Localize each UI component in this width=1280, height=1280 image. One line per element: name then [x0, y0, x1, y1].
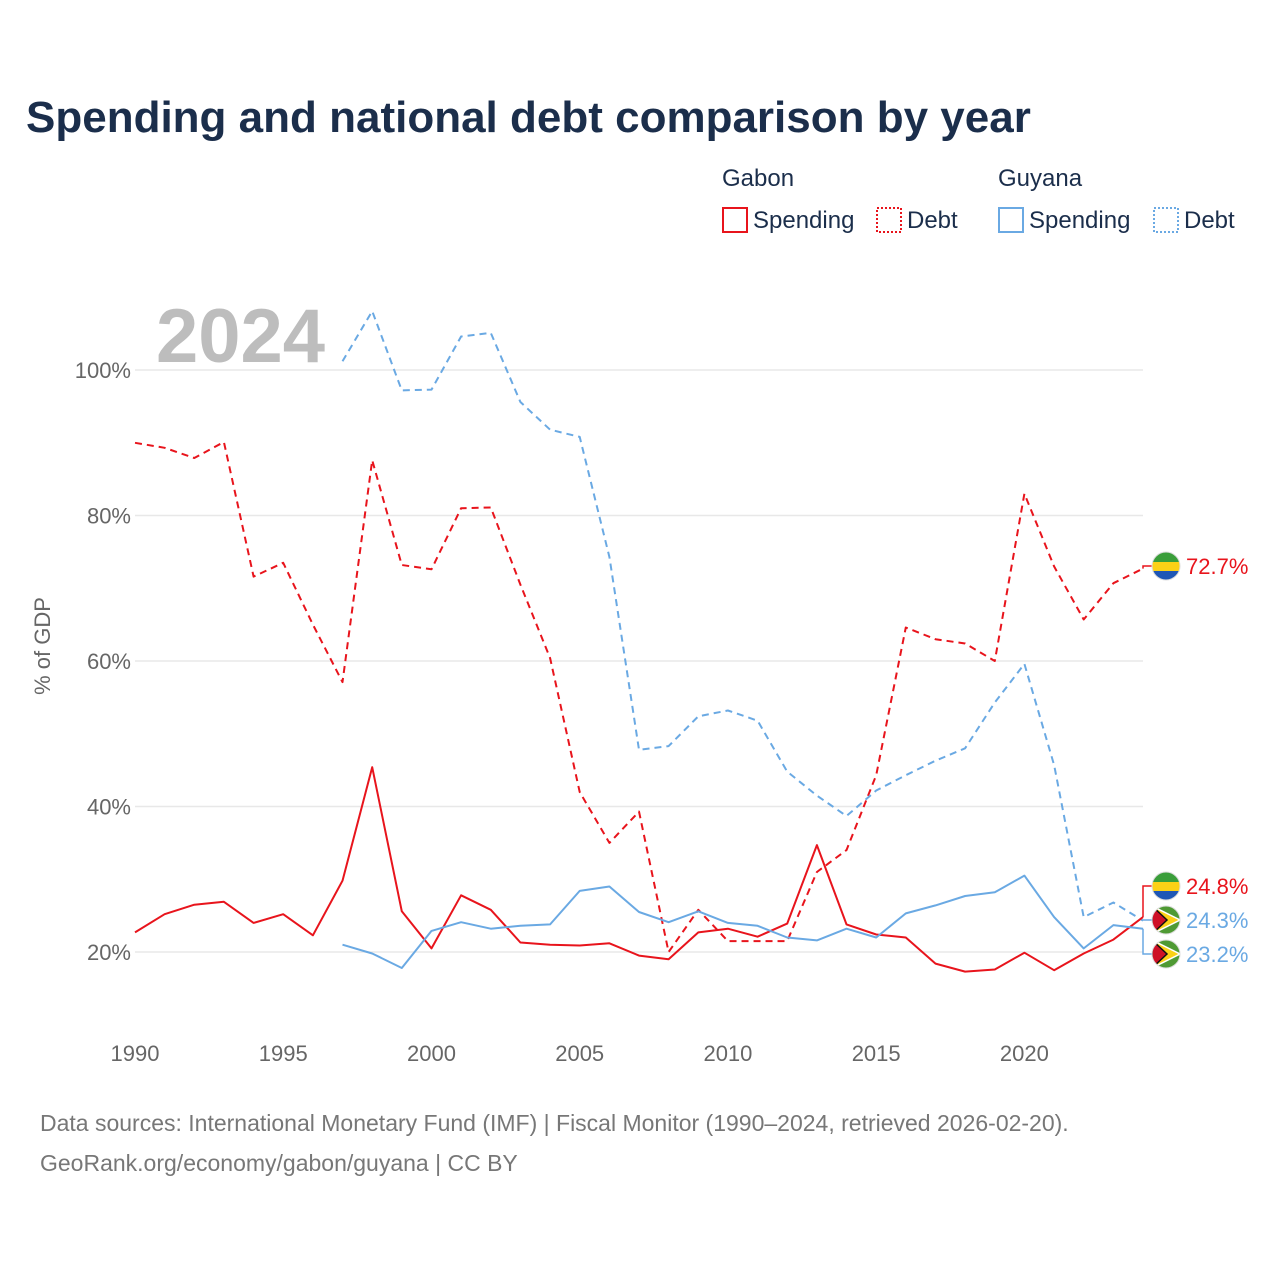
x-tick-label: 2000 — [407, 1041, 456, 1066]
series-line-gabon-spending — [134, 766, 1144, 973]
guyana-flag-icon — [1151, 939, 1181, 969]
chart-title: Spending and national debt comparison by… — [26, 93, 1031, 142]
legend-group-gabon: Gabon — [722, 165, 794, 192]
y-tick-label: 20% — [87, 940, 131, 965]
y-tick-label: 80% — [87, 504, 131, 529]
legend-label-gabon-spending: Spending — [753, 207, 854, 234]
legend-swatch-guyana-spending — [998, 207, 1024, 233]
y-axis-label: % of GDP — [30, 597, 55, 695]
end-label-connector — [1142, 928, 1152, 955]
end-label-connector — [1142, 885, 1152, 918]
y-axis-ticks: 20% 40% 60% 80% 100% — [75, 358, 131, 965]
legend-label-gabon-debt: Debt — [907, 207, 958, 234]
series-lines — [134, 310, 1144, 973]
end-label-connector — [1142, 565, 1152, 569]
x-tick-label: 2005 — [555, 1041, 604, 1066]
legend-label-guyana-debt: Debt — [1184, 207, 1235, 234]
grid-lines — [135, 369, 1143, 953]
x-tick-label: 1995 — [259, 1041, 308, 1066]
series-line-guyana-spending — [342, 874, 1144, 969]
legend: Gabon Spending Debt Guyana Spending Debt — [722, 165, 1235, 234]
x-tick-label: 2010 — [703, 1041, 752, 1066]
y-tick-label: 100% — [75, 358, 131, 383]
legend-group-guyana: Guyana — [998, 165, 1083, 192]
source-line-2[interactable]: GeoRank.org/economy/gabon/guyana | CC BY — [40, 1150, 518, 1176]
x-tick-label: 2015 — [852, 1041, 901, 1066]
end-label-guyana-spending: 23.2% — [1186, 942, 1248, 967]
series-line-guyana-debt — [341, 310, 1144, 922]
y-tick-label: 40% — [87, 795, 131, 820]
series-line-gabon-debt — [134, 441, 1144, 953]
gabon-flag-icon — [1151, 871, 1181, 901]
source-line-1: Data sources: International Monetary Fun… — [40, 1110, 1069, 1136]
gabon-flag-icon — [1151, 551, 1181, 581]
end-label-connector — [1142, 919, 1152, 921]
legend-swatch-gabon-debt — [876, 207, 902, 233]
y-tick-label: 60% — [87, 649, 131, 674]
end-label-gabon-debt: 72.7% — [1186, 554, 1248, 579]
year-label: 2024 — [156, 294, 325, 379]
legend-swatch-guyana-debt — [1153, 207, 1179, 233]
legend-swatch-gabon-spending — [722, 207, 748, 233]
guyana-flag-icon — [1151, 905, 1181, 935]
end-labels: 72.7% 24.8% 24.3% 23.2% — [1142, 551, 1248, 969]
legend-label-guyana-spending: Spending — [1029, 207, 1130, 234]
end-label-guyana-debt: 24.3% — [1186, 908, 1248, 933]
x-axis-ticks: 1990 1995 2000 2005 2010 2015 2020 — [111, 1041, 1049, 1066]
x-tick-label: 2020 — [1000, 1041, 1049, 1066]
x-tick-label: 1990 — [111, 1041, 160, 1066]
end-label-gabon-spending: 24.8% — [1186, 874, 1248, 899]
